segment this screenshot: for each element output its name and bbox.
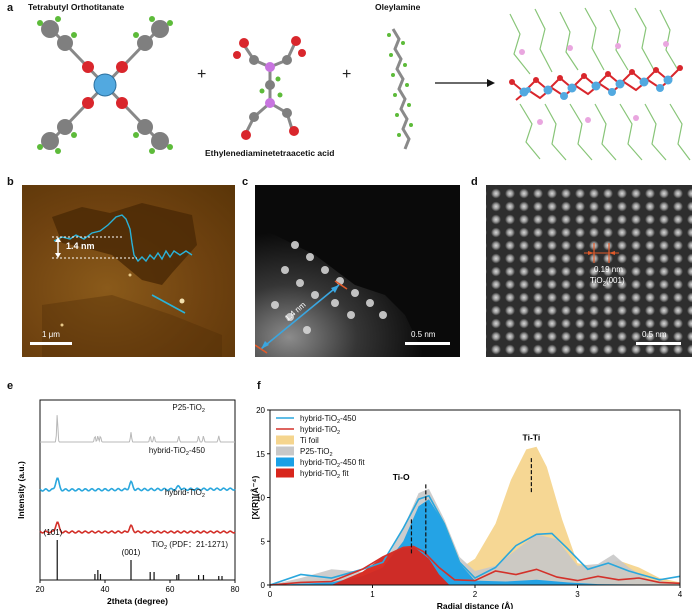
molecule-3-name: Oleylamine (375, 2, 421, 12)
exafs-x-tick-label: 0 (268, 590, 273, 599)
exafs-y-tick-label: 15 (256, 450, 265, 459)
xrd-series-1-line (40, 415, 235, 443)
exafs-chart: 0 1 2 3 4 0 5 10 15 20 Radial distance (Å) [X(R)](Å… (250, 406, 683, 609)
exafs-ti-foil-area (270, 446, 680, 585)
exafs-legend-label-sub: 2 (330, 452, 333, 458)
hybrid-structure-model (509, 7, 691, 161)
stem-image-d: 0.19 nm TiO2(001) 0.5 nm (486, 185, 692, 357)
exafs-legend-label-base: hybrid-TiO (300, 414, 337, 423)
exafs-y-tick-label: 0 (261, 581, 266, 590)
exafs-legend-label: hybrid-TiO2-450 fit (300, 458, 365, 469)
exafs-legend-label-base: Ti foil (300, 436, 319, 445)
exafs-legend-label-tail: fit (340, 469, 349, 478)
afm-scale-label: 1 μm (42, 330, 60, 339)
xrd-reference-label-sub: 2 (164, 545, 167, 551)
xrd-series-3-label-sub: 2 (202, 493, 205, 499)
exafs-legend-label-base: hybrid-TiO (300, 458, 337, 467)
exafs-hybrid-tio2-fit-area (331, 546, 450, 585)
plus-sign-1: + (197, 66, 207, 83)
afm-image: 1.4 nm 1 μm (22, 185, 235, 357)
xrd-peak-label-101: (101) (44, 528, 63, 537)
exafs-legend-label-base: hybrid-TiO (300, 469, 337, 478)
exafs-y-tick-label: 5 (261, 537, 266, 546)
exafs-y-tick-label: 10 (256, 494, 265, 503)
exafs-legend-label: hybrid-TiO2 fit (300, 469, 349, 480)
xrd-reference-label-tail: (PDF：21-1271) (167, 540, 228, 549)
stem-d-plane-base: TiO (590, 276, 603, 285)
xrd-reference-label: TiO2 (PDF：21-1271) (151, 540, 228, 551)
exafs-x-tick-label: 1 (370, 590, 375, 599)
exafs-annotation-ti-o: Ti-O (393, 472, 410, 482)
xrd-series-2-line (39, 477, 236, 492)
panel-d-label: d (471, 176, 478, 188)
afm-height-profile (53, 214, 193, 263)
exafs-legend-label: Ti foil (300, 436, 319, 445)
xrd-peak-label-001: (001) (122, 548, 141, 557)
xrd-reference-label-base: TiO (151, 540, 164, 549)
exafs-y-axis-label: [X(R)](Å⁻⁴) (250, 476, 260, 520)
exafs-hybrid-tio2-line (269, 545, 681, 586)
exafs-legend-label-base: hybrid-TiO (300, 425, 337, 434)
xrd-series-1-label-sub: 2 (202, 408, 205, 414)
xrd-x-tick-label: 60 (166, 585, 175, 594)
xrd-series-3-label: hybrid-TiO2 (165, 488, 205, 499)
exafs-x-tick-label: 4 (678, 590, 683, 599)
stem-c-scale-label: 0.5 nm (411, 330, 436, 339)
exafs-legend-swatch (276, 468, 294, 478)
xrd-series-2-label-sub: 2 (186, 451, 189, 457)
exafs-legend-label-tail: -450 fit (340, 458, 365, 467)
xrd-series-2-label-tail: -450 (189, 446, 206, 455)
xrd-series-3-label-base: hybrid-TiO (165, 488, 202, 497)
exafs-legend-swatch (276, 446, 294, 456)
xrd-series-3-line (39, 521, 236, 534)
stem-d-scale-label: 0.5 nm (642, 330, 667, 339)
stem-image-c: 1.4 nm 0.5 nm (255, 185, 460, 357)
exafs-legend-label: P25-TiO2 (300, 447, 333, 458)
panel-e-label: e (7, 380, 14, 392)
xrd-series-2-label-base: hybrid-TiO (149, 446, 186, 455)
panel-f-label: f (257, 380, 261, 392)
exafs-y-tick-label: 20 (256, 406, 265, 415)
molecule-2-structure (233, 36, 306, 140)
exafs-legend-label-sub: 2 (337, 430, 340, 436)
xrd-x-tick-label: 40 (101, 585, 110, 594)
xrd-series-1-label-base: P25-TiO (172, 403, 202, 412)
exafs-legend-label-sub: 2 (337, 474, 340, 480)
plus-sign-2: + (342, 66, 352, 83)
stem-d-plane-tail: (001) (605, 276, 625, 285)
stem-d-spacing-label: 0.19 nm (594, 265, 623, 274)
exafs-x-tick-label: 3 (575, 590, 580, 599)
afm-height-label: 1.4 nm (66, 241, 95, 251)
xrd-x-tick-label: 20 (36, 585, 45, 594)
exafs-hybrid-tio2-450-line (269, 494, 681, 586)
molecule-1-structure (37, 16, 173, 154)
stem-d-plane-sub: 2 (602, 281, 606, 288)
exafs-legend-label-tail: -450 (340, 414, 357, 423)
exafs-x-tick-label: 2 (473, 590, 478, 599)
exafs-legend-label: hybrid-TiO2 (300, 425, 340, 436)
exafs-legend-label: hybrid-TiO2-450 (300, 414, 357, 425)
xrd-series-2-label: hybrid-TiO2-450 (149, 446, 206, 457)
exafs-legend-label-base: P25-TiO (300, 447, 330, 456)
xrd-y-axis-label: Intensity (a.u.) (16, 461, 26, 519)
exafs-legend-swatch (276, 435, 294, 445)
exafs-legend-label-sub: 2 (337, 463, 340, 469)
xrd-x-axis-label: 2theta (degree) (107, 596, 168, 606)
panel-b-label: b (7, 176, 14, 188)
xrd-chart: 20 40 60 80 2theta (degree) Intensity (a.u.) P… (16, 399, 240, 606)
xrd-series-1-label: P25-TiO2 (172, 403, 205, 414)
stem-d-plane-label: TiO2(001) (590, 276, 625, 288)
molecule-1-name: Tetrabutyl Orthotitanate (28, 2, 125, 12)
exafs-legend-swatch (276, 457, 294, 467)
exafs-x-axis-label: Radial distance (Å) (437, 601, 514, 609)
exafs-legend-label-sub: 2 (337, 419, 340, 425)
molecule-2-name: Ethylenediaminetetraacetic acid (205, 148, 335, 158)
panel-c-label: c (242, 176, 249, 188)
reaction-arrow (435, 79, 495, 87)
molecule-3-structure (387, 28, 413, 150)
xrd-x-tick-label: 80 (231, 585, 240, 594)
panel-a-label: a (7, 2, 14, 14)
exafs-annotation-ti-ti: Ti-Ti (523, 433, 541, 443)
